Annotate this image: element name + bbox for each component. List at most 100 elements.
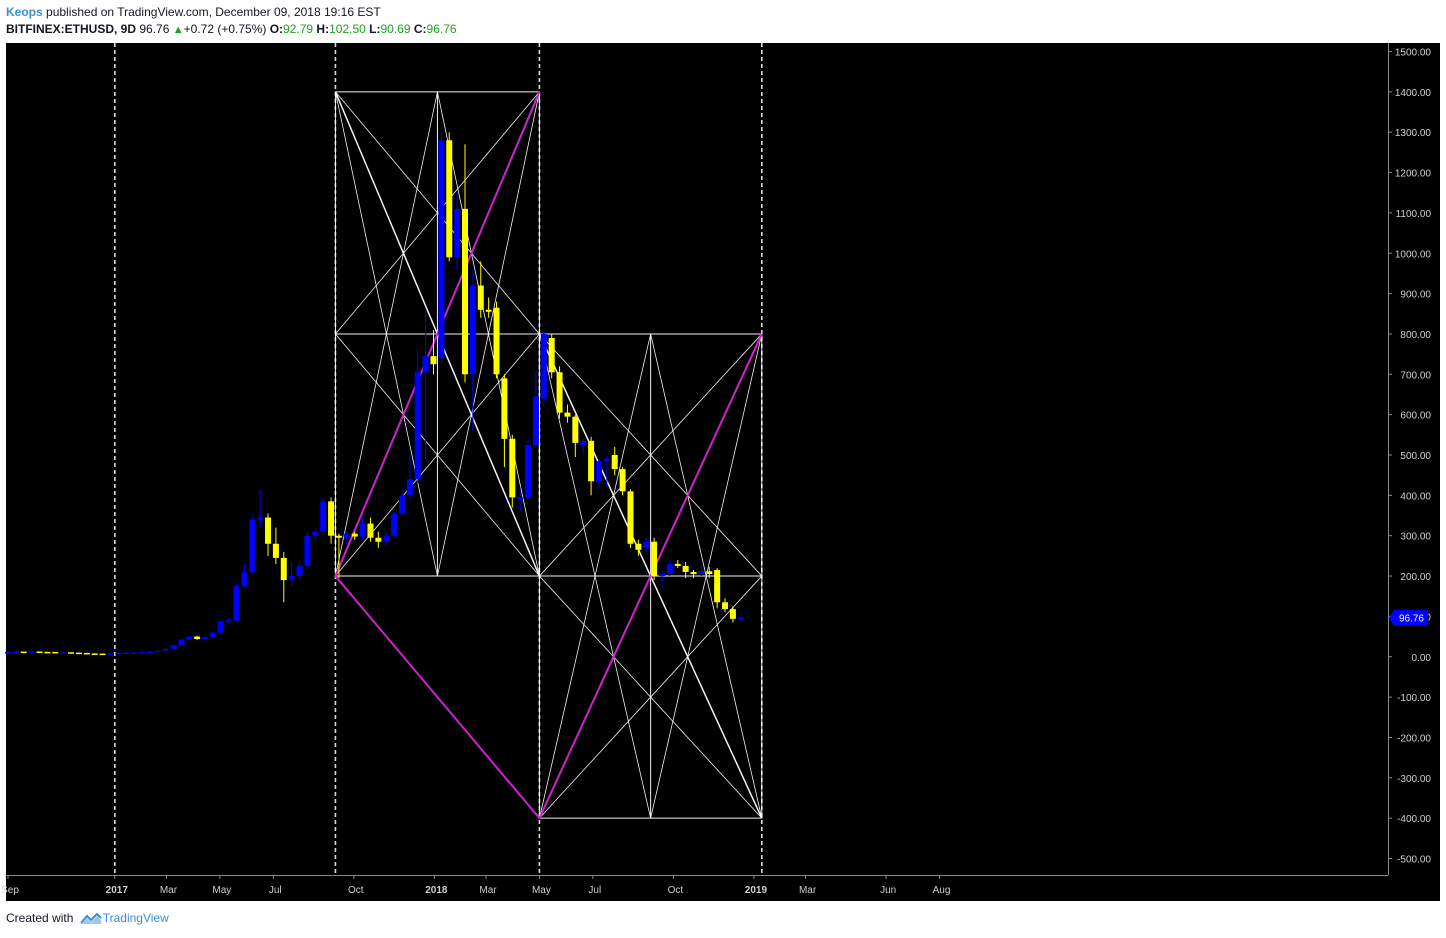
candle-body[interactable] bbox=[225, 620, 232, 622]
time-axis[interactable] bbox=[6, 875, 1388, 901]
candle-body[interactable] bbox=[115, 652, 122, 655]
candle-body[interactable] bbox=[391, 513, 398, 536]
candle-body[interactable] bbox=[304, 535, 311, 566]
candle-body[interactable] bbox=[477, 285, 484, 310]
diamond-trendline[interactable] bbox=[334, 575, 541, 819]
candle-body[interactable] bbox=[635, 543, 642, 550]
gann-fan-line[interactable] bbox=[539, 333, 763, 577]
candle-body[interactable] bbox=[485, 309, 492, 312]
candle-body[interactable] bbox=[209, 632, 216, 638]
candle-body[interactable] bbox=[682, 565, 689, 573]
gann-fan-line[interactable] bbox=[437, 91, 540, 577]
candle-body[interactable] bbox=[564, 412, 571, 417]
candle-body[interactable] bbox=[5, 651, 11, 654]
candle-body[interactable] bbox=[99, 653, 106, 656]
candle-body[interactable] bbox=[643, 541, 650, 548]
candle-body[interactable] bbox=[375, 537, 382, 542]
candle-body[interactable] bbox=[422, 356, 429, 373]
gann-fan-line[interactable] bbox=[539, 333, 652, 819]
candle-body[interactable] bbox=[68, 652, 75, 654]
gann-fan-line[interactable] bbox=[335, 333, 540, 577]
candle-body[interactable] bbox=[706, 571, 713, 575]
candle-body[interactable] bbox=[75, 652, 82, 655]
candle-body[interactable] bbox=[170, 645, 177, 649]
candle-body[interactable] bbox=[651, 541, 658, 577]
candle-body[interactable] bbox=[603, 459, 610, 462]
candle-body[interactable] bbox=[257, 517, 264, 520]
candle-body[interactable] bbox=[186, 636, 193, 640]
candle-body[interactable] bbox=[588, 440, 595, 482]
plot-area[interactable] bbox=[6, 43, 1388, 875]
candle-body[interactable] bbox=[131, 652, 138, 654]
candle-body[interactable] bbox=[351, 533, 358, 537]
candle-body[interactable] bbox=[540, 333, 547, 399]
candle-body[interactable] bbox=[146, 651, 153, 654]
candle-body[interactable] bbox=[107, 653, 114, 655]
candle-body[interactable] bbox=[328, 501, 335, 536]
candle-body[interactable] bbox=[320, 501, 327, 532]
gann-fan-line[interactable] bbox=[335, 91, 438, 577]
candle-body[interactable] bbox=[233, 586, 240, 621]
diamond-trendline[interactable] bbox=[538, 333, 763, 819]
candle-body[interactable] bbox=[280, 557, 287, 581]
candle-body[interactable] bbox=[138, 651, 145, 654]
candle-body[interactable] bbox=[178, 639, 185, 646]
candle-body[interactable] bbox=[162, 648, 169, 651]
candle-body[interactable] bbox=[217, 621, 224, 633]
gann-fan-line[interactable] bbox=[335, 91, 540, 335]
tradingview-link[interactable]: TradingView bbox=[102, 911, 169, 925]
candle-body[interactable] bbox=[406, 479, 413, 496]
candle-body[interactable] bbox=[454, 208, 461, 258]
candle-body[interactable] bbox=[698, 571, 705, 575]
price-chart[interactable]: 1500.00 1400.00 1300.00 1200.00 1100.00 1000.… bbox=[0, 0, 1446, 905]
candle-body[interactable] bbox=[91, 653, 98, 655]
candle-body[interactable] bbox=[359, 523, 366, 537]
candle-body[interactable] bbox=[611, 455, 618, 470]
candle-body[interactable] bbox=[517, 497, 524, 499]
candle-body[interactable] bbox=[398, 495, 405, 514]
candle-body[interactable] bbox=[414, 372, 421, 480]
candle-body[interactable] bbox=[462, 208, 469, 375]
candle-body[interactable] bbox=[265, 517, 272, 544]
candle-body[interactable] bbox=[335, 535, 342, 538]
candle-body[interactable] bbox=[383, 535, 390, 542]
candle-body[interactable] bbox=[556, 372, 563, 413]
candle-body[interactable] bbox=[438, 140, 445, 359]
gann-fan-line[interactable] bbox=[650, 333, 763, 819]
candle-body[interactable] bbox=[666, 563, 673, 575]
candle-body[interactable] bbox=[12, 651, 19, 654]
candle-body[interactable] bbox=[729, 609, 736, 619]
candle-body[interactable] bbox=[288, 576, 295, 581]
candle-body[interactable] bbox=[737, 617, 744, 620]
candle-body[interactable] bbox=[241, 572, 248, 587]
candle-body[interactable] bbox=[83, 652, 90, 655]
candle-body[interactable] bbox=[658, 574, 665, 577]
candle-body[interactable] bbox=[201, 637, 208, 639]
symbol-label[interactable]: BITFINEX:ETHUSD, 9D bbox=[6, 22, 137, 36]
candle-body[interactable] bbox=[312, 531, 319, 536]
gann-fan-line[interactable] bbox=[539, 575, 763, 819]
candle-body[interactable] bbox=[493, 307, 500, 375]
candle-body[interactable] bbox=[367, 523, 374, 538]
candle-body[interactable] bbox=[580, 440, 587, 445]
candle-body[interactable] bbox=[532, 396, 539, 445]
candle-body[interactable] bbox=[296, 565, 303, 577]
candle-body[interactable] bbox=[722, 602, 729, 610]
candle-body[interactable] bbox=[194, 636, 201, 639]
candle-body[interactable] bbox=[690, 572, 697, 575]
candle-body[interactable] bbox=[430, 356, 437, 365]
candle-body[interactable] bbox=[28, 651, 35, 654]
candle-body[interactable] bbox=[60, 652, 67, 654]
candle-body[interactable] bbox=[249, 519, 256, 573]
candle-body[interactable] bbox=[674, 563, 681, 566]
candle-body[interactable] bbox=[343, 533, 350, 538]
price-axis[interactable] bbox=[1388, 43, 1440, 875]
candle-body[interactable] bbox=[272, 543, 279, 558]
candle-body[interactable] bbox=[509, 438, 516, 498]
candle-body[interactable] bbox=[714, 569, 721, 603]
candle-body[interactable] bbox=[52, 651, 59, 654]
candle-body[interactable] bbox=[619, 469, 626, 492]
diamond-trendline[interactable] bbox=[334, 91, 541, 577]
candle-body[interactable] bbox=[446, 140, 453, 258]
candle-body[interactable] bbox=[20, 651, 27, 654]
